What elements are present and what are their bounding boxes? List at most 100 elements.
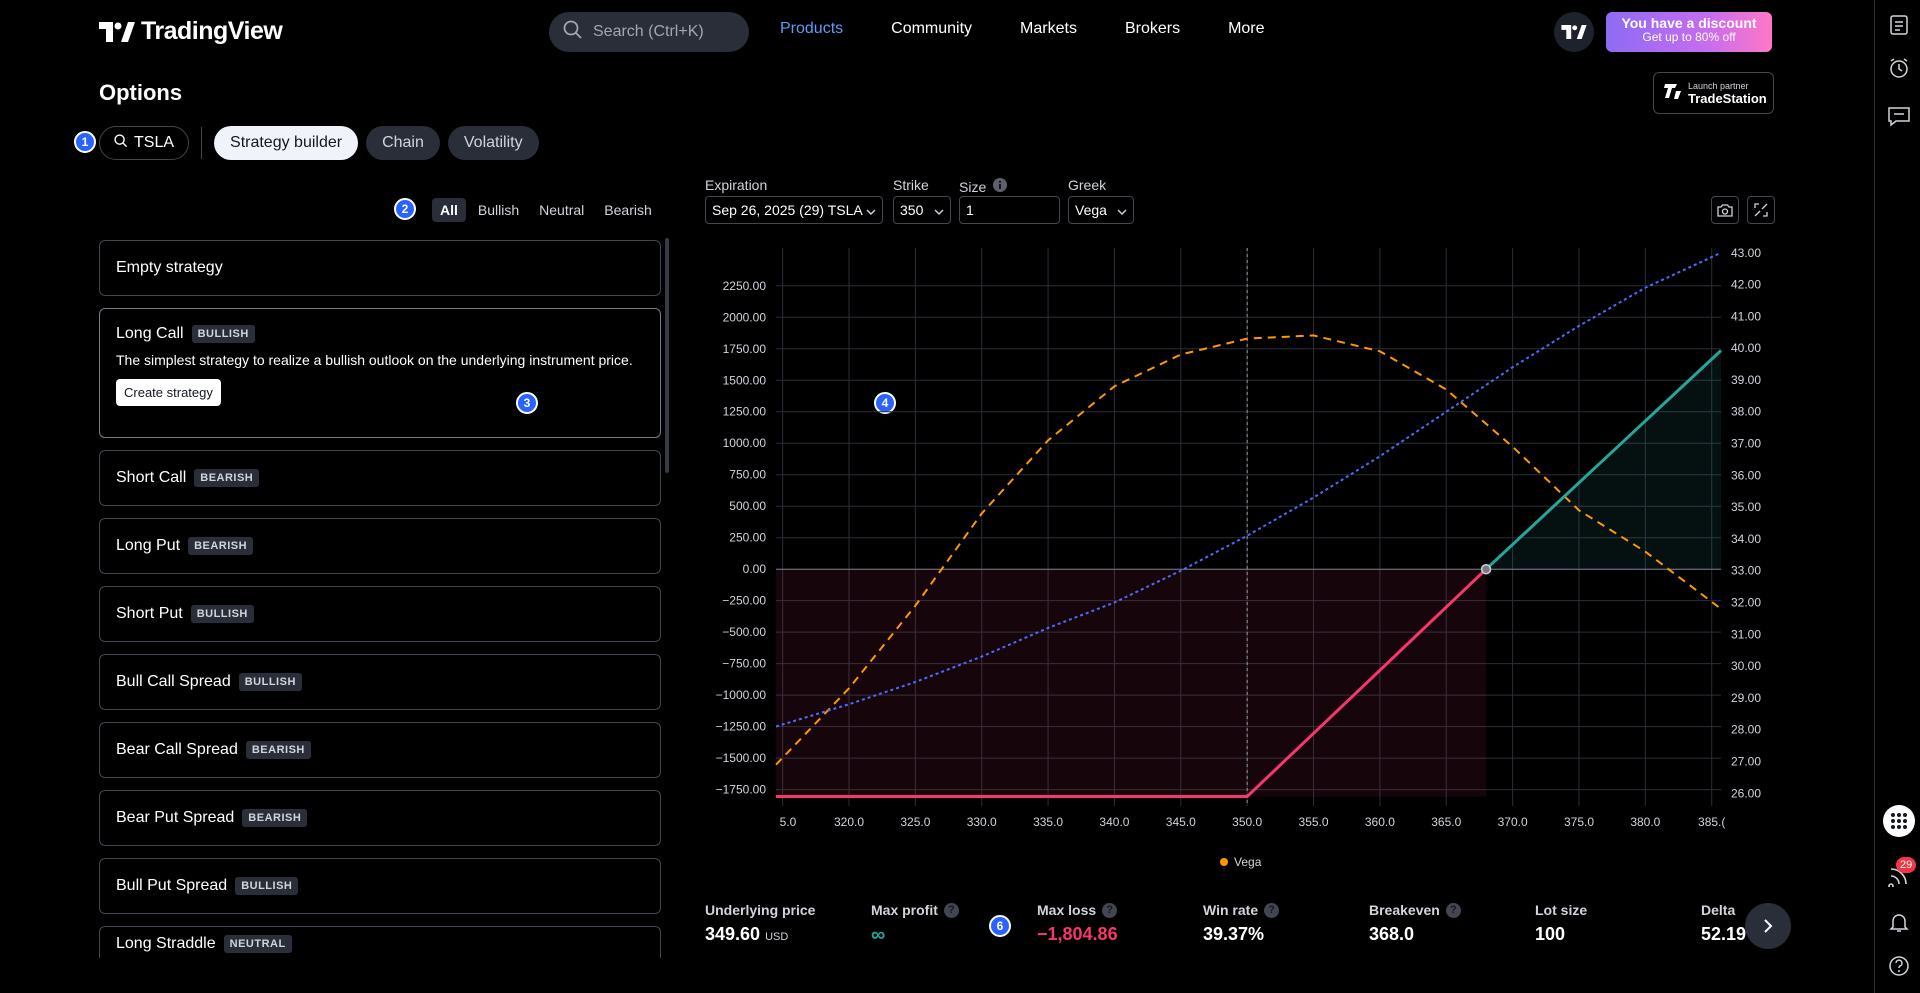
help-icon[interactable]: ? [1102,902,1118,918]
strategy-card-bear-put-spread[interactable]: Bear Put Spread BEARISH [99,790,661,846]
x-tick-label: 335.0 [1033,815,1063,829]
stat-max-profit: Max profit? ∞ [871,902,1037,947]
strategy-card-long-straddle[interactable]: Long Straddle NEUTRAL [99,926,661,958]
info-icon[interactable] [992,177,1008,196]
vega-legend-dot [1220,858,1228,866]
expiration-select[interactable]: Sep 26, 2025 (29) TSLA [705,196,883,224]
camera-icon[interactable] [1711,196,1739,224]
watchlist-icon[interactable] [1887,13,1911,37]
strategy-card-bull-put-spread[interactable]: Bull Put Spread BULLISH [99,858,661,914]
filter-all[interactable]: All [432,198,466,222]
y-right-tick-label: 31.00 [1731,627,1761,641]
strategy-name: Bear Put Spread [116,809,235,826]
launch-partner-button[interactable]: Launch partner TradeStation [1653,72,1774,114]
top-bar: TradingView Search (Ctrl+K) Products Com… [0,0,1874,62]
chat-icon[interactable] [1887,104,1911,128]
strategy-tag: BEARISH [245,741,311,759]
strike-select[interactable]: 350 [893,196,951,224]
x-tick-label: 360.0 [1365,815,1395,829]
tab-volatility[interactable]: Volatility [447,126,539,160]
search-input[interactable]: Search (Ctrl+K) [549,12,749,52]
strategy-card-long-call[interactable]: Long Call BULLISH The simplest strategy … [99,308,661,438]
x-tick-label: 385.( [1698,815,1725,829]
options-tabs: TSLA Strategy builder Chain Volatility [99,126,547,160]
apps-grid-icon[interactable] [1883,805,1915,837]
size-input[interactable]: 1 [959,196,1060,224]
stat-label: Win rate [1203,902,1259,918]
bell-icon[interactable] [1887,910,1911,934]
user-avatar[interactable] [1554,12,1594,52]
strategy-tag: BEARISH [242,809,308,827]
y-right-tick-label: 28.00 [1731,723,1761,737]
discount-button[interactable]: You have a discount Get up to 80% off [1606,12,1772,52]
strategy-name: Long Put [116,537,181,554]
news-feed-icon[interactable] [1887,864,1911,888]
stat-value: 39.37% [1203,924,1265,944]
help-icon[interactable]: ? [1264,902,1280,918]
nav-products[interactable]: Products [780,20,844,37]
x-tick-label: 345.0 [1166,815,1196,829]
y-right-tick-label: 27.00 [1731,754,1761,768]
strategy-card-empty[interactable]: Empty strategy [99,240,661,296]
y-right-tick-label: 34.00 [1731,532,1761,546]
strategy-tag: BULLISH [191,325,255,343]
x-tick-label: 340.0 [1099,815,1129,829]
greek-label: Greek [1068,177,1107,193]
nav-community[interactable]: Community [891,20,973,37]
nav-brokers[interactable]: Brokers [1124,20,1181,37]
y-left-tick-label: −1250.00 [716,720,767,734]
list-scrollbar[interactable] [665,238,669,473]
tab-strategy-builder[interactable]: Strategy builder [214,126,359,160]
help-icon[interactable]: ? [1445,902,1461,918]
main-nav: Products Community Markets Brokers More [780,20,1313,38]
strategy-card-short-call[interactable]: Short Call BEARISH [99,450,661,506]
tradingview-logo[interactable]: TradingView [99,17,283,46]
nav-markets[interactable]: Markets [1020,20,1077,37]
strategy-card-long-put[interactable]: Long Put BEARISH [99,518,661,574]
strategy-card-short-put[interactable]: Short Put BULLISH [99,586,661,642]
strategy-name: Short Call [116,469,187,486]
y-left-tick-label: 1750.00 [723,342,767,356]
filter-neutral[interactable]: Neutral [539,202,585,218]
x-tick-label: 5.0 [780,815,797,829]
strike-label: Strike [893,177,929,193]
y-left-tick-label: 500.00 [729,499,766,513]
strategy-card-bear-call-spread[interactable]: Bear Call Spread BEARISH [99,722,661,778]
help-icon[interactable] [1887,954,1911,978]
strategy-tag: BULLISH [190,605,254,623]
alarm-clock-icon[interactable] [1887,56,1911,80]
stat-unit: USD [765,931,789,943]
pnl-loss-line [776,568,1488,799]
stat-label: Breakeven [1369,902,1440,918]
symbol-search-button[interactable]: TSLA [99,126,190,160]
nav-more[interactable]: More [1228,20,1265,37]
create-strategy-button[interactable]: Create strategy [116,379,221,407]
search-icon [563,20,583,45]
x-tick-label: 350.0 [1232,815,1262,829]
y-right-tick-label: 32.00 [1731,596,1761,610]
stat-value: 368.0 [1369,924,1415,944]
strategy-name: Short Put [116,605,183,622]
stat-value: 52.19 [1701,924,1747,944]
y-right-tick-label: 43.00 [1731,246,1761,260]
tab-chain[interactable]: Chain [366,126,440,160]
step-marker: 1 [74,131,96,153]
payoff-chart[interactable]: 2250.00 2000.00 1750.00 1500.00 1250.00 1000.… [700,240,1780,840]
filter-bearish[interactable]: Bearish [604,202,652,218]
symbol-label: TSLA [134,134,175,151]
y-right-tick-label: 38.00 [1731,405,1761,419]
y-left-tick-label: 1500.00 [723,373,767,387]
stat-max-loss: Max loss? −1,804.86 [1037,902,1203,947]
fullscreen-icon[interactable] [1747,196,1775,224]
tab-divider [201,127,203,159]
greek-select[interactable]: Vega [1068,196,1134,224]
pnl-profit-line [1485,349,1723,571]
strategy-card-bull-call-spread[interactable]: Bull Call Spread BULLISH [99,654,661,710]
stats-next-button[interactable] [1745,903,1791,949]
y-right-tick-label: 40.00 [1731,341,1761,355]
filter-bullish[interactable]: Bullish [477,202,520,218]
stat-value: 349.60 [705,924,761,944]
stat-label: Delta [1701,902,1736,918]
y-left-tick-label: −1750.00 [716,783,767,797]
help-icon[interactable]: ? [943,902,959,918]
